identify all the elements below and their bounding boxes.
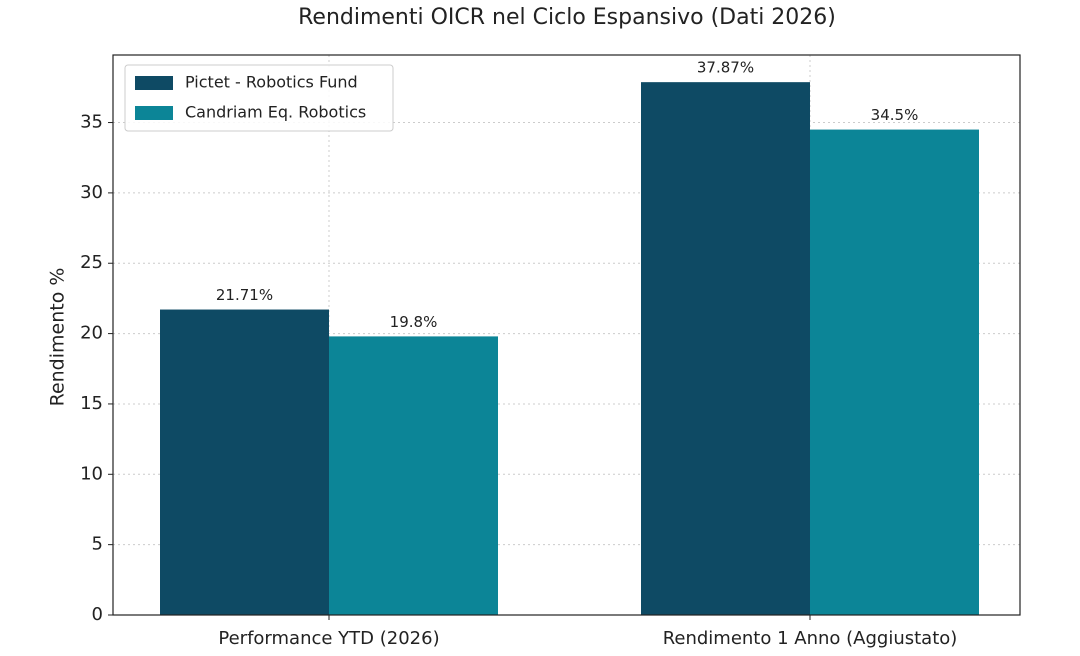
y-tick-label: 20 [80,323,103,344]
value-label: 37.87% [697,59,754,77]
bar [641,82,810,616]
legend-label: Pictet - Robotics Fund [185,73,358,92]
plot-frame [112,54,1021,616]
legend-swatch [135,106,173,120]
value-label: 34.5% [871,106,919,124]
y-tick-label: 15 [80,393,103,414]
legend-box [124,64,394,132]
value-label: 21.71% [216,286,273,304]
y-tick-label: 25 [80,252,103,273]
value-label: 19.8% [390,313,438,331]
bar [160,309,329,615]
legend: Pictet - Robotics Fund Candriam Eq. Robot… [124,64,394,132]
y-tick-label: 30 [80,182,103,203]
legend-label: Candriam Eq. Robotics [185,103,366,122]
x-tick-label: Rendimento 1 Anno (Aggiustato) [663,628,958,649]
x-tick-label: Performance YTD (2026) [218,628,439,649]
bar [810,129,979,615]
y-tick-label: 10 [80,463,103,484]
y-tick-label: 0 [92,604,103,625]
bar [329,336,498,615]
legend-swatch [135,76,173,90]
y-tick-label: 5 [92,534,103,555]
chart-title: Rendimenti OICR nel Ciclo Espansivo (Dat… [298,5,836,30]
y-tick-label: 35 [80,112,103,133]
y-axis-title: Rendimento % [47,268,69,407]
